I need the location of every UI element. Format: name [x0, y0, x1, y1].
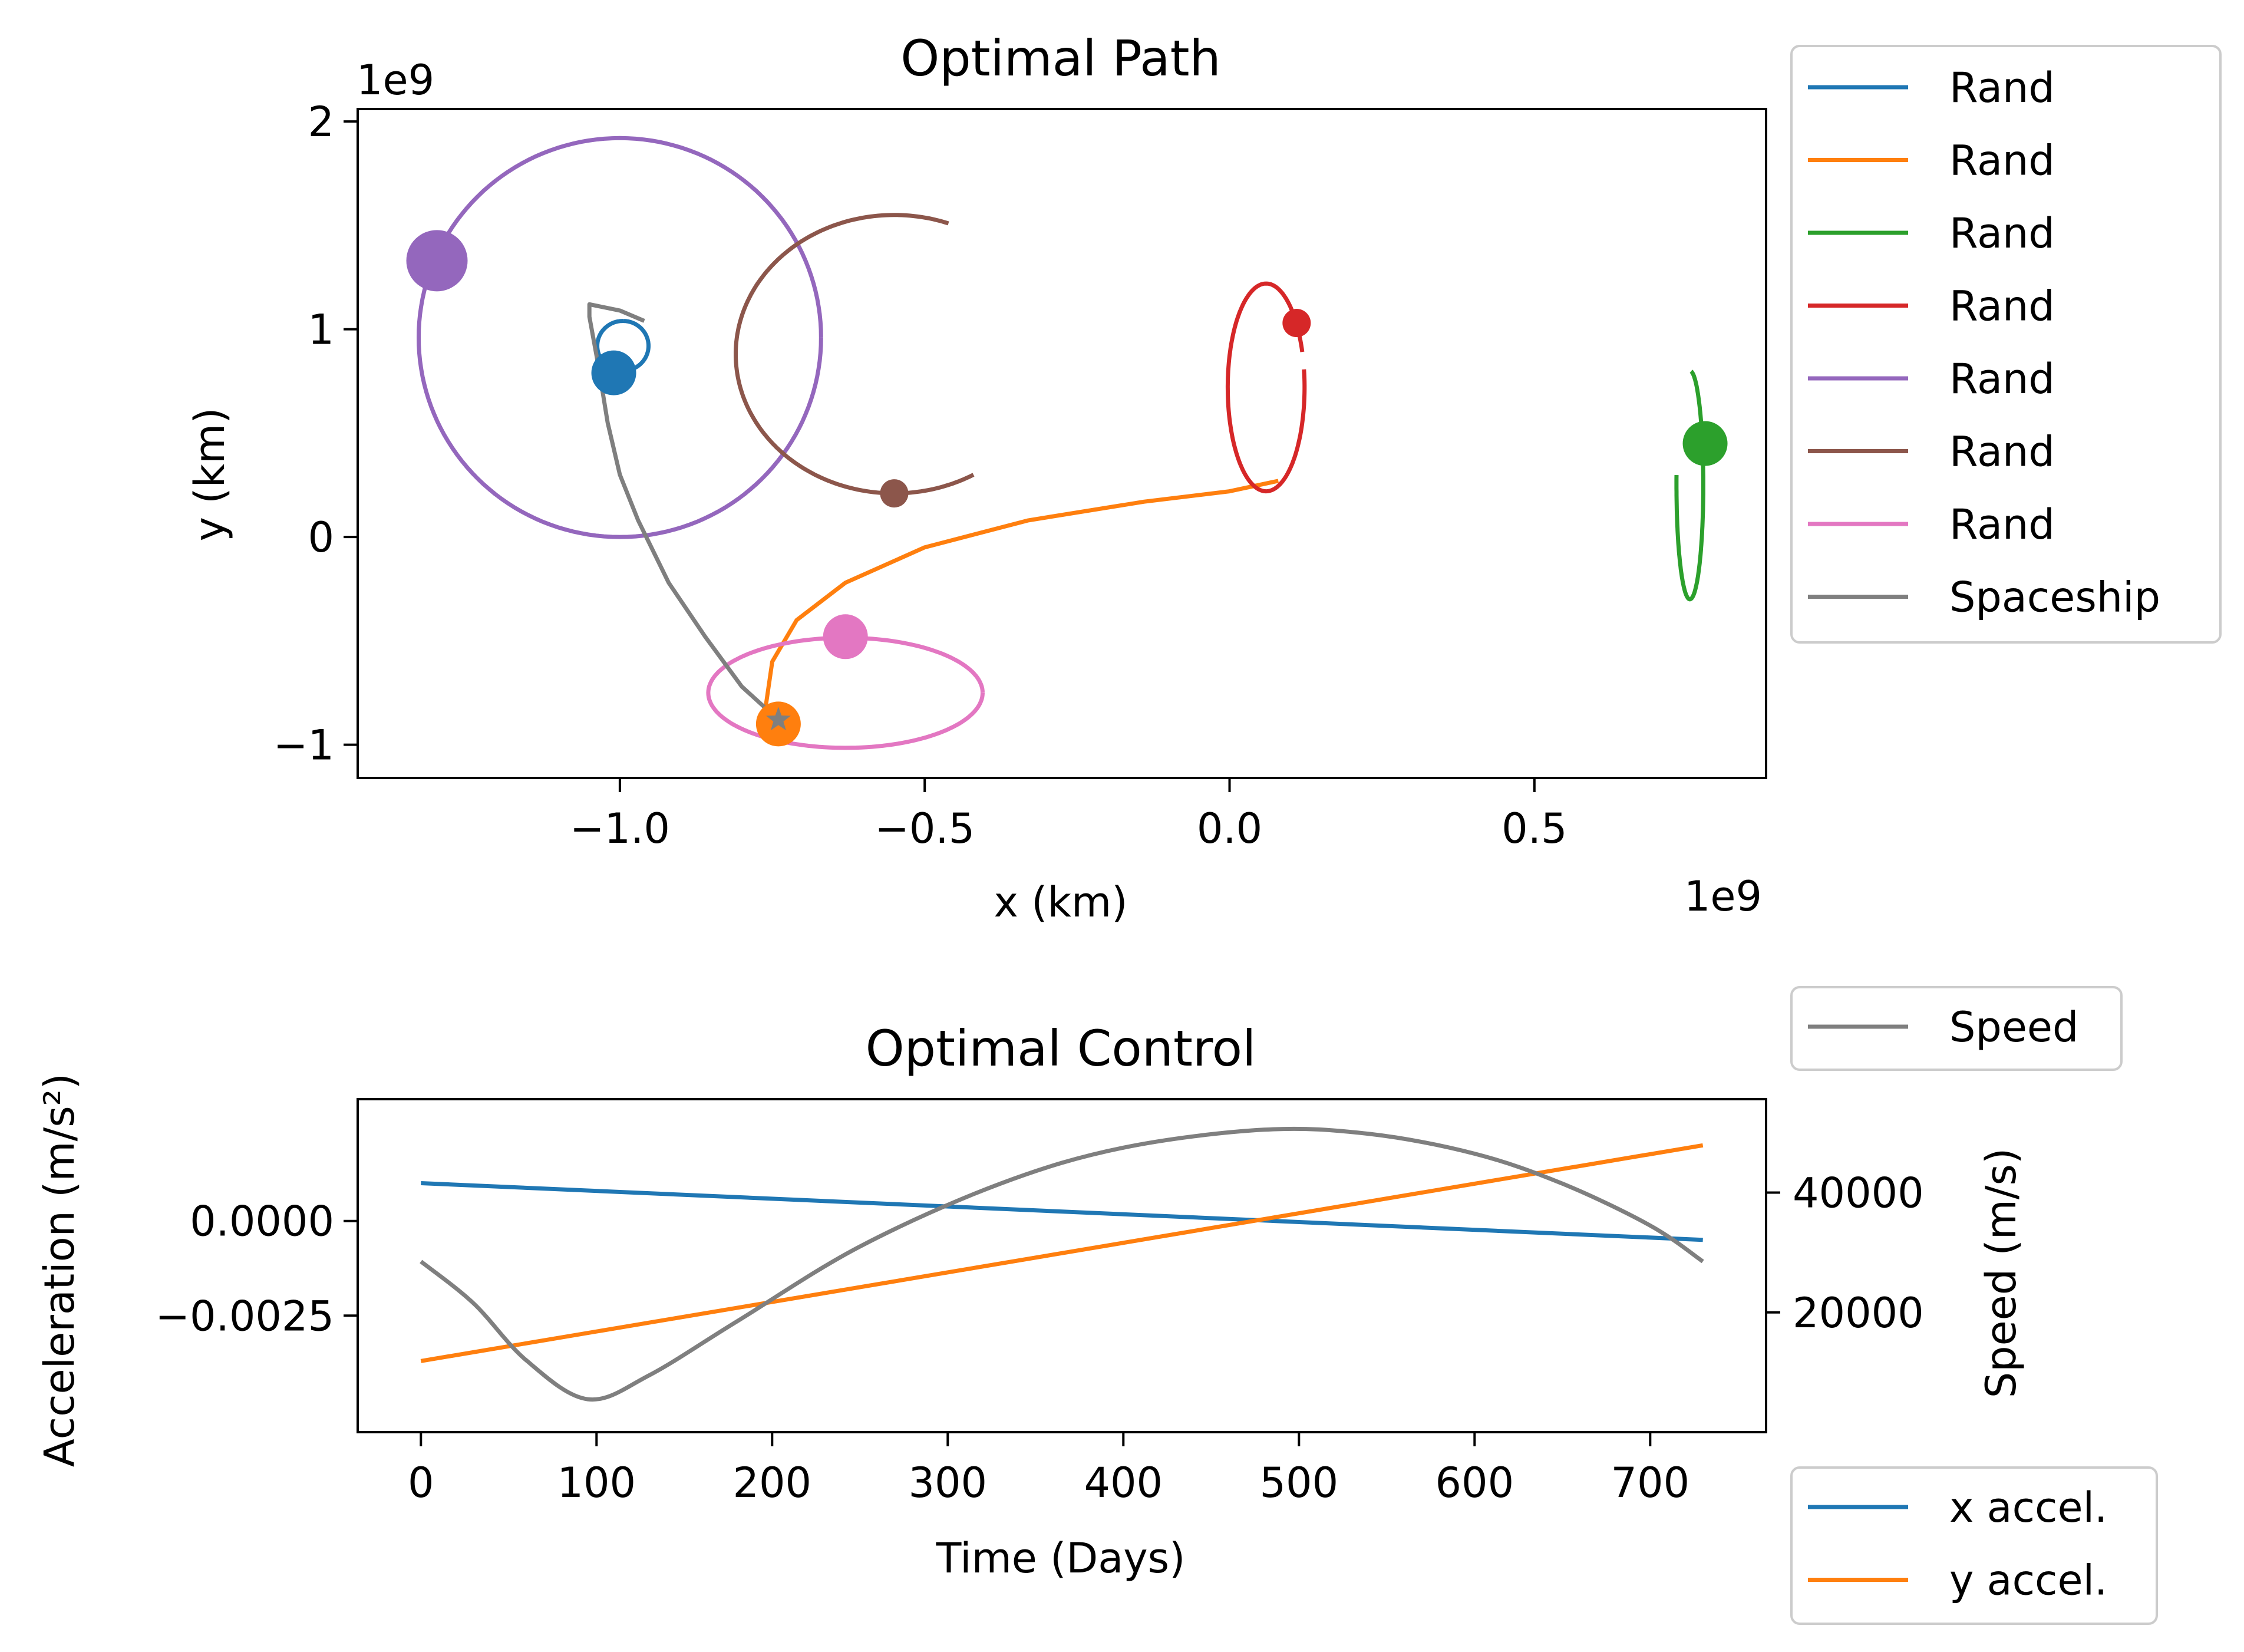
control-series: [420, 1126, 1704, 1402]
control-x-tick-label: 700: [1611, 1459, 1690, 1507]
body-marker-4: [406, 230, 468, 292]
path-legend: Rand Rand Rand Rand Rand Rand Rand Spaceship: [1790, 45, 2222, 644]
body-marker-0: [591, 350, 636, 395]
path-x-tick-label: 0.5: [1502, 804, 1567, 853]
control-y-ticks-right: 20000 40000: [1766, 1169, 1924, 1337]
control-y-axis-label-text: Acceleration (m/s²): [35, 1073, 84, 1467]
speed-legend: Speed: [1790, 986, 2123, 1071]
legend-label: Rand: [1949, 64, 2055, 112]
speed-legend-box: [1790, 986, 2123, 1071]
control-plot-title: Optimal Control: [866, 1020, 1256, 1077]
legend-label: x accel.: [1949, 1483, 2107, 1532]
legend-label: Rand: [1949, 428, 2055, 476]
accel-legend: x accel. y accel.: [1790, 1466, 2158, 1625]
orbit-line-3: [1225, 281, 1307, 494]
control-plot-frame: [357, 1098, 1767, 1433]
control-y-right-tick-label: 40000: [1793, 1169, 1924, 1218]
path-x-tick-label: −0.5: [874, 804, 975, 853]
orbit-line-7: [587, 302, 780, 721]
control-x-tick-label: 300: [908, 1459, 987, 1507]
control-x-tick-label: 0: [408, 1459, 434, 1507]
path-y-tick-label: 2: [308, 98, 334, 146]
path-plot: Optimal Path 1e9 1e9 x (km) y (km) −1.0−…: [186, 29, 1767, 926]
legend-label: Rand: [1949, 500, 2055, 549]
control-x-ticks: 0 100 200 300 400 500 600 700: [408, 1432, 1689, 1507]
path-x-ticks: −1.0 −0.5 0.0 0.5: [570, 778, 1568, 853]
orbit-line-1: [764, 479, 1279, 728]
path-plot-frame: [357, 108, 1767, 779]
spaceship-marker: [766, 707, 791, 731]
path-y-offset-label: 1e9: [357, 56, 434, 104]
path-markers: [406, 230, 1728, 747]
path-x-tick-label: −1.0: [570, 804, 670, 853]
orbit-line-6: [706, 635, 985, 750]
control-y-axis-label-right: Speed (m/s): [1977, 1148, 2025, 1399]
path-x-tick-label: 0.0: [1197, 804, 1262, 853]
legend-label: y accel.: [1949, 1557, 2107, 1605]
path-legend-entries: Rand Rand Rand Rand Rand Rand Rand Spaceship: [1808, 64, 2160, 622]
legend-label: Rand: [1949, 209, 2055, 258]
legend-label: Rand: [1949, 355, 2055, 403]
control-x-tick-label: 200: [732, 1459, 811, 1507]
control-x-tick-label: 100: [557, 1459, 636, 1507]
speed-legend-entries: Speed: [1808, 1003, 2078, 1051]
path-y-ticks: −1 0 1 2: [273, 98, 358, 770]
control-plot: Optimal Control Time (Days) Acceleration…: [35, 1020, 2025, 1582]
control-x-tick-label: 600: [1436, 1459, 1514, 1507]
path-y-axis-label: y (km): [186, 407, 234, 541]
orbit-line-4: [417, 136, 823, 539]
legend-label: Spaceship: [1949, 573, 2160, 622]
body-marker-6: [823, 614, 868, 660]
orbit-line-2: [1674, 369, 1705, 602]
path-x-offset-label: 1e9: [1684, 872, 1762, 921]
body-marker-5: [880, 479, 909, 508]
legend-label: Rand: [1949, 137, 2055, 185]
control-line-1: [420, 1143, 1704, 1363]
control-y-axis-label-left: Acceleration (m/s²): [35, 1073, 84, 1467]
legend-label: Speed: [1949, 1003, 2078, 1051]
path-y-tick-label: 1: [308, 306, 334, 354]
path-x-axis-label: x (km): [994, 878, 1127, 926]
legend-label: Rand: [1949, 282, 2055, 331]
body-marker-3: [1282, 309, 1311, 338]
control-line-2: [420, 1126, 1704, 1402]
orbit-line-5: [734, 213, 975, 496]
path-y-tick-label: −1: [273, 721, 334, 770]
control-line-0: [421, 1181, 1703, 1242]
path-y-tick-label: 0: [308, 513, 334, 562]
control-y-ticks-left: 0.0000 −0.0025: [155, 1198, 358, 1340]
control-x-axis-label: Time (Days): [936, 1534, 1186, 1582]
control-y-right-tick-label: 20000: [1793, 1289, 1924, 1337]
body-marker-2: [1682, 421, 1728, 466]
control-x-tick-label: 400: [1084, 1459, 1163, 1507]
control-y-tick-label: 0.0000: [190, 1198, 334, 1246]
path-legend-box: [1790, 45, 2222, 644]
control-x-tick-label: 500: [1260, 1459, 1339, 1507]
path-plot-title: Optimal Path: [900, 29, 1221, 87]
control-y-tick-label: −0.0025: [155, 1292, 334, 1340]
accel-legend-entries: x accel. y accel.: [1808, 1483, 2107, 1605]
